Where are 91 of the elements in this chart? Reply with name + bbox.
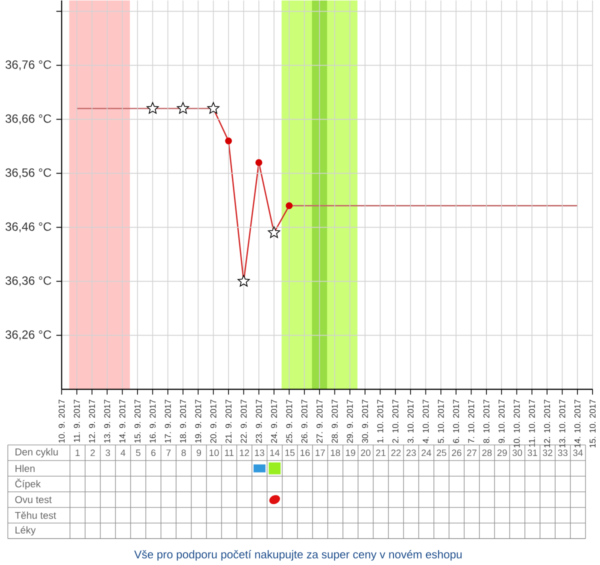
- x-tick-label: 15: [285, 449, 295, 456]
- x-tick-label: 18: [330, 449, 340, 456]
- y-tick-label: 36,56 °C: [6, 168, 52, 178]
- point: [286, 202, 293, 210]
- x-tick-label: 27. 9. 2017: [316, 400, 323, 443]
- x-tick-label: 2. 10. 2017: [392, 400, 398, 443]
- y-tick-label: Hlen: [16, 464, 35, 472]
- point: [176, 102, 190, 114]
- x-tick-label: 8: [182, 449, 186, 456]
- x-tick-label: 26. 9. 2017: [301, 400, 308, 443]
- x-tick-label: 30: [512, 449, 522, 456]
- x-tick-label: 3. 10. 2017: [408, 400, 414, 443]
- y-tick-label: Ovu test: [15, 496, 52, 503]
- y-tick-label: Těhu test: [14, 511, 56, 519]
- x-tick-label: 17: [316, 449, 325, 456]
- x-tick-label: 29: [497, 449, 507, 456]
- x-tick-label: 13. 9. 2017: [104, 400, 110, 443]
- point: [238, 274, 250, 286]
- x-tick-label: 15. 10. 2017: [590, 400, 596, 448]
- x-tick-label: 21. 9. 2017: [226, 400, 232, 443]
- x-tick-label: 13. 10. 2017: [559, 400, 566, 448]
- y-tick-label: Čípek: [15, 478, 41, 490]
- x-tick-label: 15. 9. 2017: [134, 400, 140, 443]
- x-tick-label: 23: [406, 449, 416, 456]
- x-tick-label: 25. 9. 2017: [286, 400, 292, 443]
- x-tick-label: 30. 9. 2017: [362, 400, 368, 443]
- x-tick-label: 24: [422, 449, 432, 456]
- x-tick-label: 25: [436, 449, 446, 456]
- y-tick-label: Léky: [16, 526, 36, 536]
- y-tick-label: 36,46 °C: [6, 222, 52, 232]
- x-tick-label: 6: [151, 449, 156, 456]
- x-axis-title: Den cyklu: [16, 448, 58, 458]
- x-tick-label: 7. 10. 2017: [468, 400, 474, 443]
- x-tick-label: 9. 10. 2017: [498, 400, 505, 443]
- point: [146, 102, 159, 114]
- x-tick-label: 5: [136, 449, 140, 456]
- x-tick-label: 20: [360, 449, 370, 456]
- x-tick-label: 21: [376, 449, 386, 456]
- x-tick-label: 14. 9. 2017: [119, 400, 126, 443]
- x-tick-label: 1. 10. 2017: [377, 400, 384, 443]
- x-tick-label: 28: [482, 449, 492, 456]
- x-tick-label: 13: [255, 449, 264, 456]
- x-tick-label: 16: [300, 449, 310, 456]
- point: [268, 226, 280, 238]
- x-tick-label: 12. 10. 2017: [544, 400, 550, 448]
- y-tick-label: 36,36 °C: [6, 276, 52, 286]
- x-tick-label: 28. 9. 2017: [332, 400, 338, 443]
- x-tick-label: 33: [558, 449, 568, 456]
- x-tick-label: 6. 10. 2017: [453, 400, 460, 443]
- y-tick-label: 36,66 °C: [6, 114, 52, 124]
- x-tick-label: 16. 9. 2017: [150, 400, 156, 443]
- x-tick-label: 20. 9. 2017: [210, 400, 216, 443]
- x-tick-label: 26: [452, 449, 462, 456]
- x-tick-label: 11. 9. 2017: [74, 400, 80, 442]
- x-tick-label: 24. 9. 2017: [271, 400, 278, 443]
- x-tick-label: 5. 10. 2017: [438, 400, 444, 443]
- x-tick-label: 11. 10. 2017: [528, 400, 535, 447]
- x-tick-label: 27: [467, 449, 476, 456]
- x-tick-label: 2: [90, 449, 95, 456]
- x-tick-label: 4. 10. 2017: [422, 400, 429, 443]
- x-tick-label: 19: [346, 449, 356, 456]
- x-tick-label: 1: [76, 449, 80, 456]
- y-tick-label: 36,76 °C: [6, 60, 52, 70]
- x-tick-label: 17. 9. 2017: [164, 400, 171, 443]
- x-tick-label: 8. 10. 2017: [483, 400, 490, 443]
- x-tick-label: 10. 10. 2017: [514, 400, 520, 448]
- x-tick-label: 14: [270, 449, 280, 456]
- x-tick-label: 9: [196, 449, 201, 456]
- x-tick-label: 31: [528, 449, 538, 456]
- text: Vše pro podporu početí nakupujte za super ceny v novém eshopu: [134, 550, 462, 561]
- point: [225, 137, 232, 144]
- y-tick-label: 36,26 °C: [6, 330, 52, 340]
- point: [255, 158, 262, 166]
- x-tick-label: 10. 9. 2017: [58, 400, 65, 443]
- x-tick-label: 10: [210, 449, 219, 456]
- x-tick-label: 18. 9. 2017: [180, 400, 186, 443]
- x-tick-label: 14. 10. 2017: [574, 400, 580, 448]
- x-tick-label: 32: [542, 449, 552, 456]
- x-tick-label: 19. 9. 2017: [195, 400, 202, 443]
- x-tick-label: 34: [573, 449, 583, 456]
- x-tick-label: 7: [166, 449, 171, 456]
- x-tick-label: 11: [225, 449, 234, 456]
- x-tick-label: 3: [106, 449, 110, 456]
- x-tick-label: 12: [240, 449, 250, 456]
- x-tick-label: 22. 9. 2017: [240, 400, 247, 443]
- x-tick-label: 12. 9. 2017: [88, 400, 95, 443]
- x-tick-label: 23. 9. 2017: [256, 400, 262, 443]
- x-tick-label: 4: [120, 449, 126, 456]
- x-tick-label: 29. 9. 2017: [346, 400, 353, 443]
- x-tick-label: 22: [391, 449, 401, 456]
- point: [207, 102, 220, 114]
